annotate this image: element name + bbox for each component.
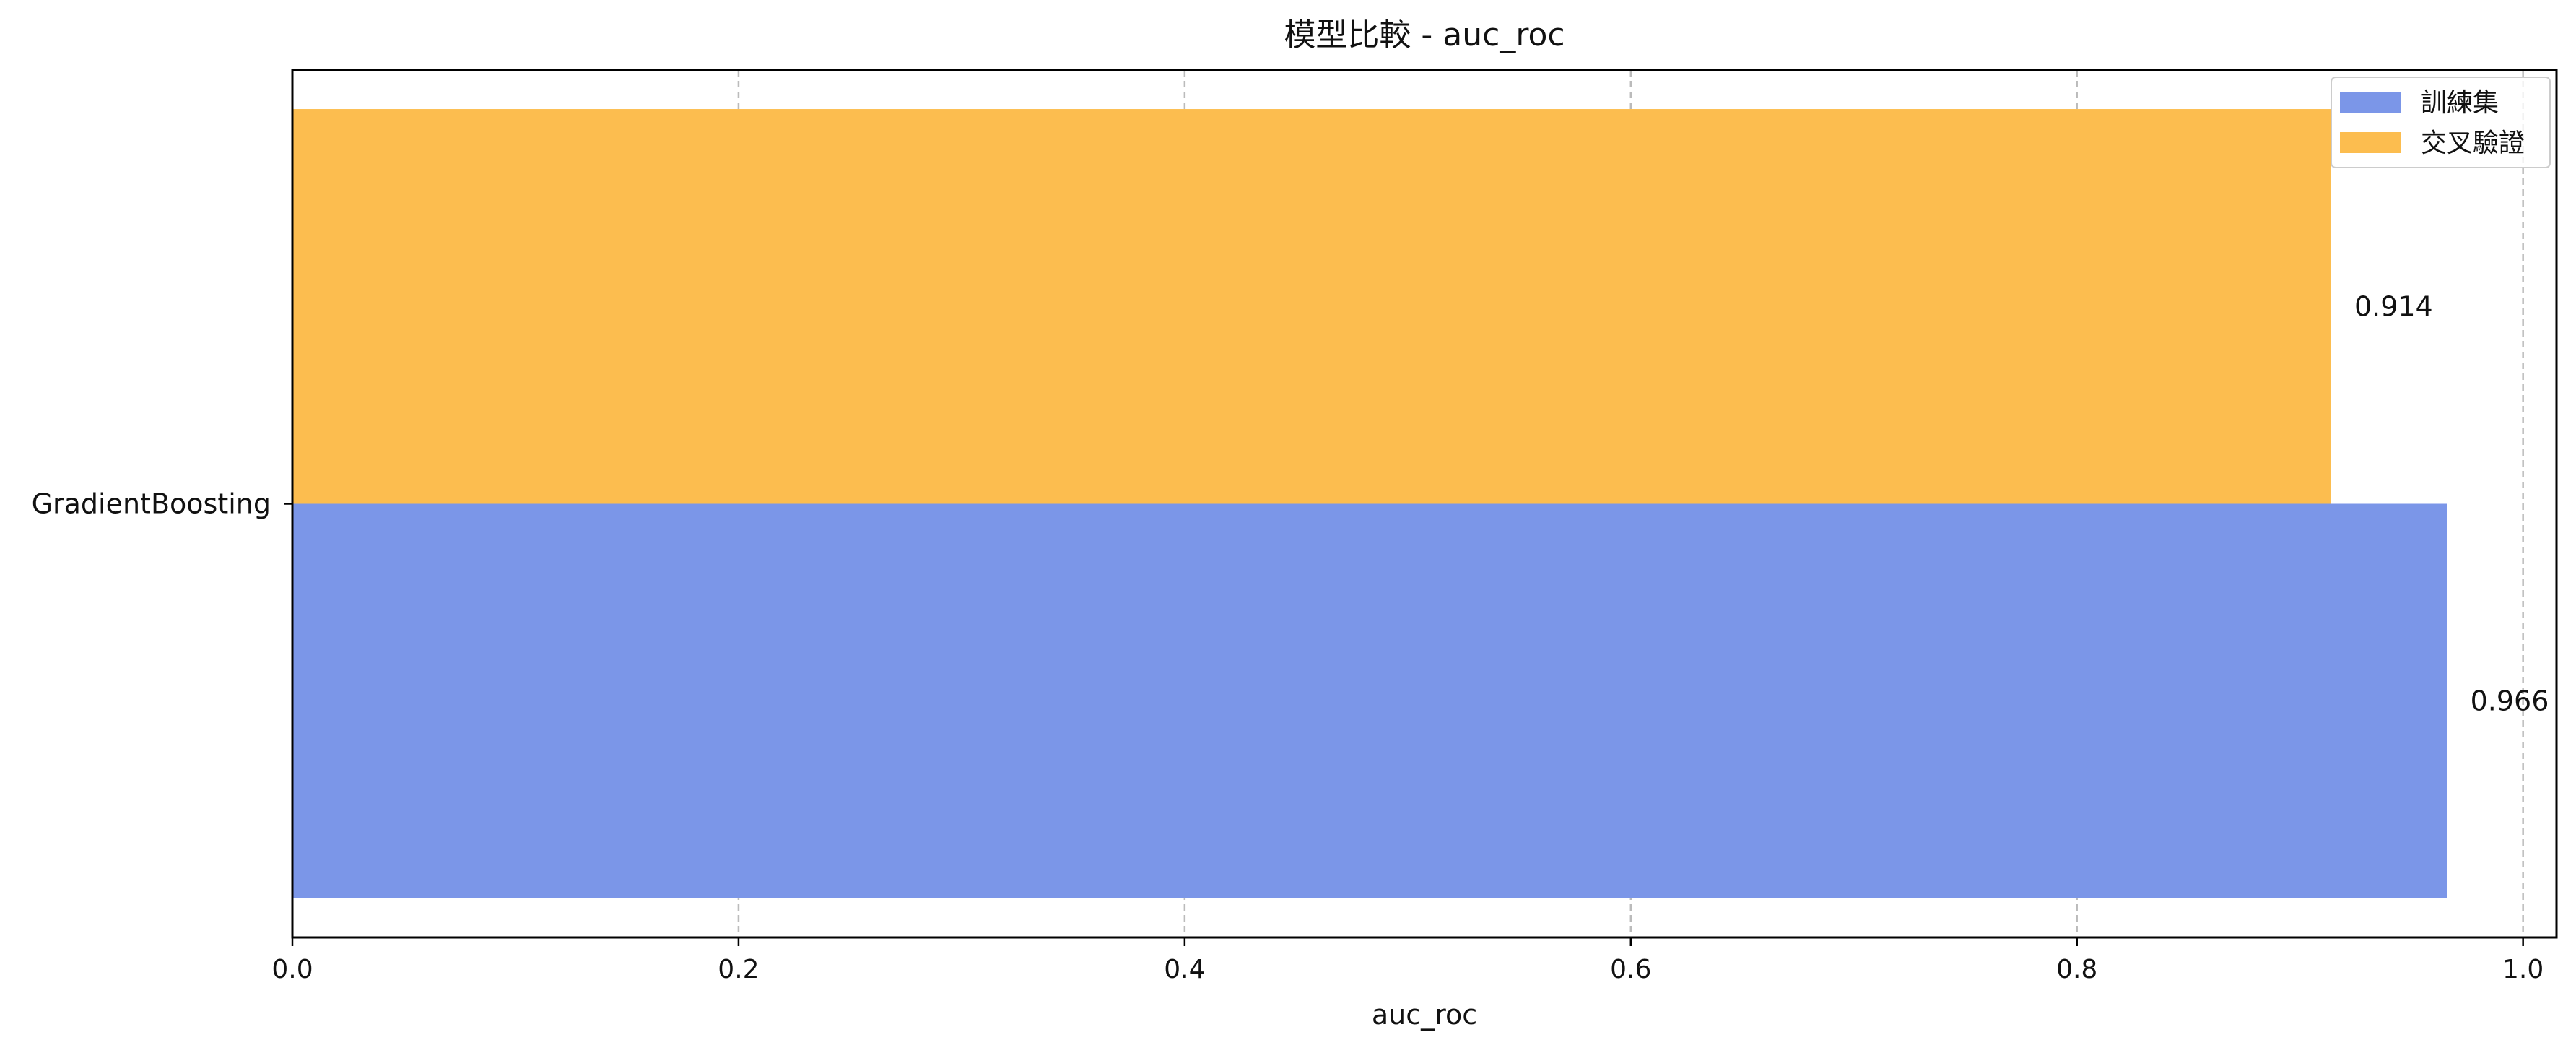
x-tick-label: 0.0 [271,955,313,984]
value-label: 0.966 [2471,685,2549,717]
legend-swatch [2340,92,2401,113]
legend-label: 交叉驗證 [2421,129,2525,158]
legend-swatch [2340,132,2401,153]
value-label: 0.914 [2354,290,2433,322]
bars [292,109,2447,898]
chart-title: 模型比較 - auc_roc [1284,17,1565,53]
legend-label: 訓練集 [2421,88,2499,118]
y-axis-ticks: GradientBoosting [32,488,292,520]
x-tick-label: 0.2 [718,955,759,984]
bar-cv [292,109,2331,504]
y-tick-label: GradientBoosting [32,488,271,520]
x-axis-label: auc_roc [1372,999,1477,1031]
x-axis-ticks: 0.0 0.2 0.4 0.6 0.8 1.0 [271,937,2544,984]
x-tick-label: 0.4 [1164,955,1205,984]
bar-train [292,503,2447,898]
value-labels: 0.966 0.914 [2354,290,2549,716]
x-tick-label: 1.0 [2502,955,2544,984]
x-tick-label: 0.8 [2056,955,2097,984]
x-tick-label: 0.6 [1610,955,1651,984]
